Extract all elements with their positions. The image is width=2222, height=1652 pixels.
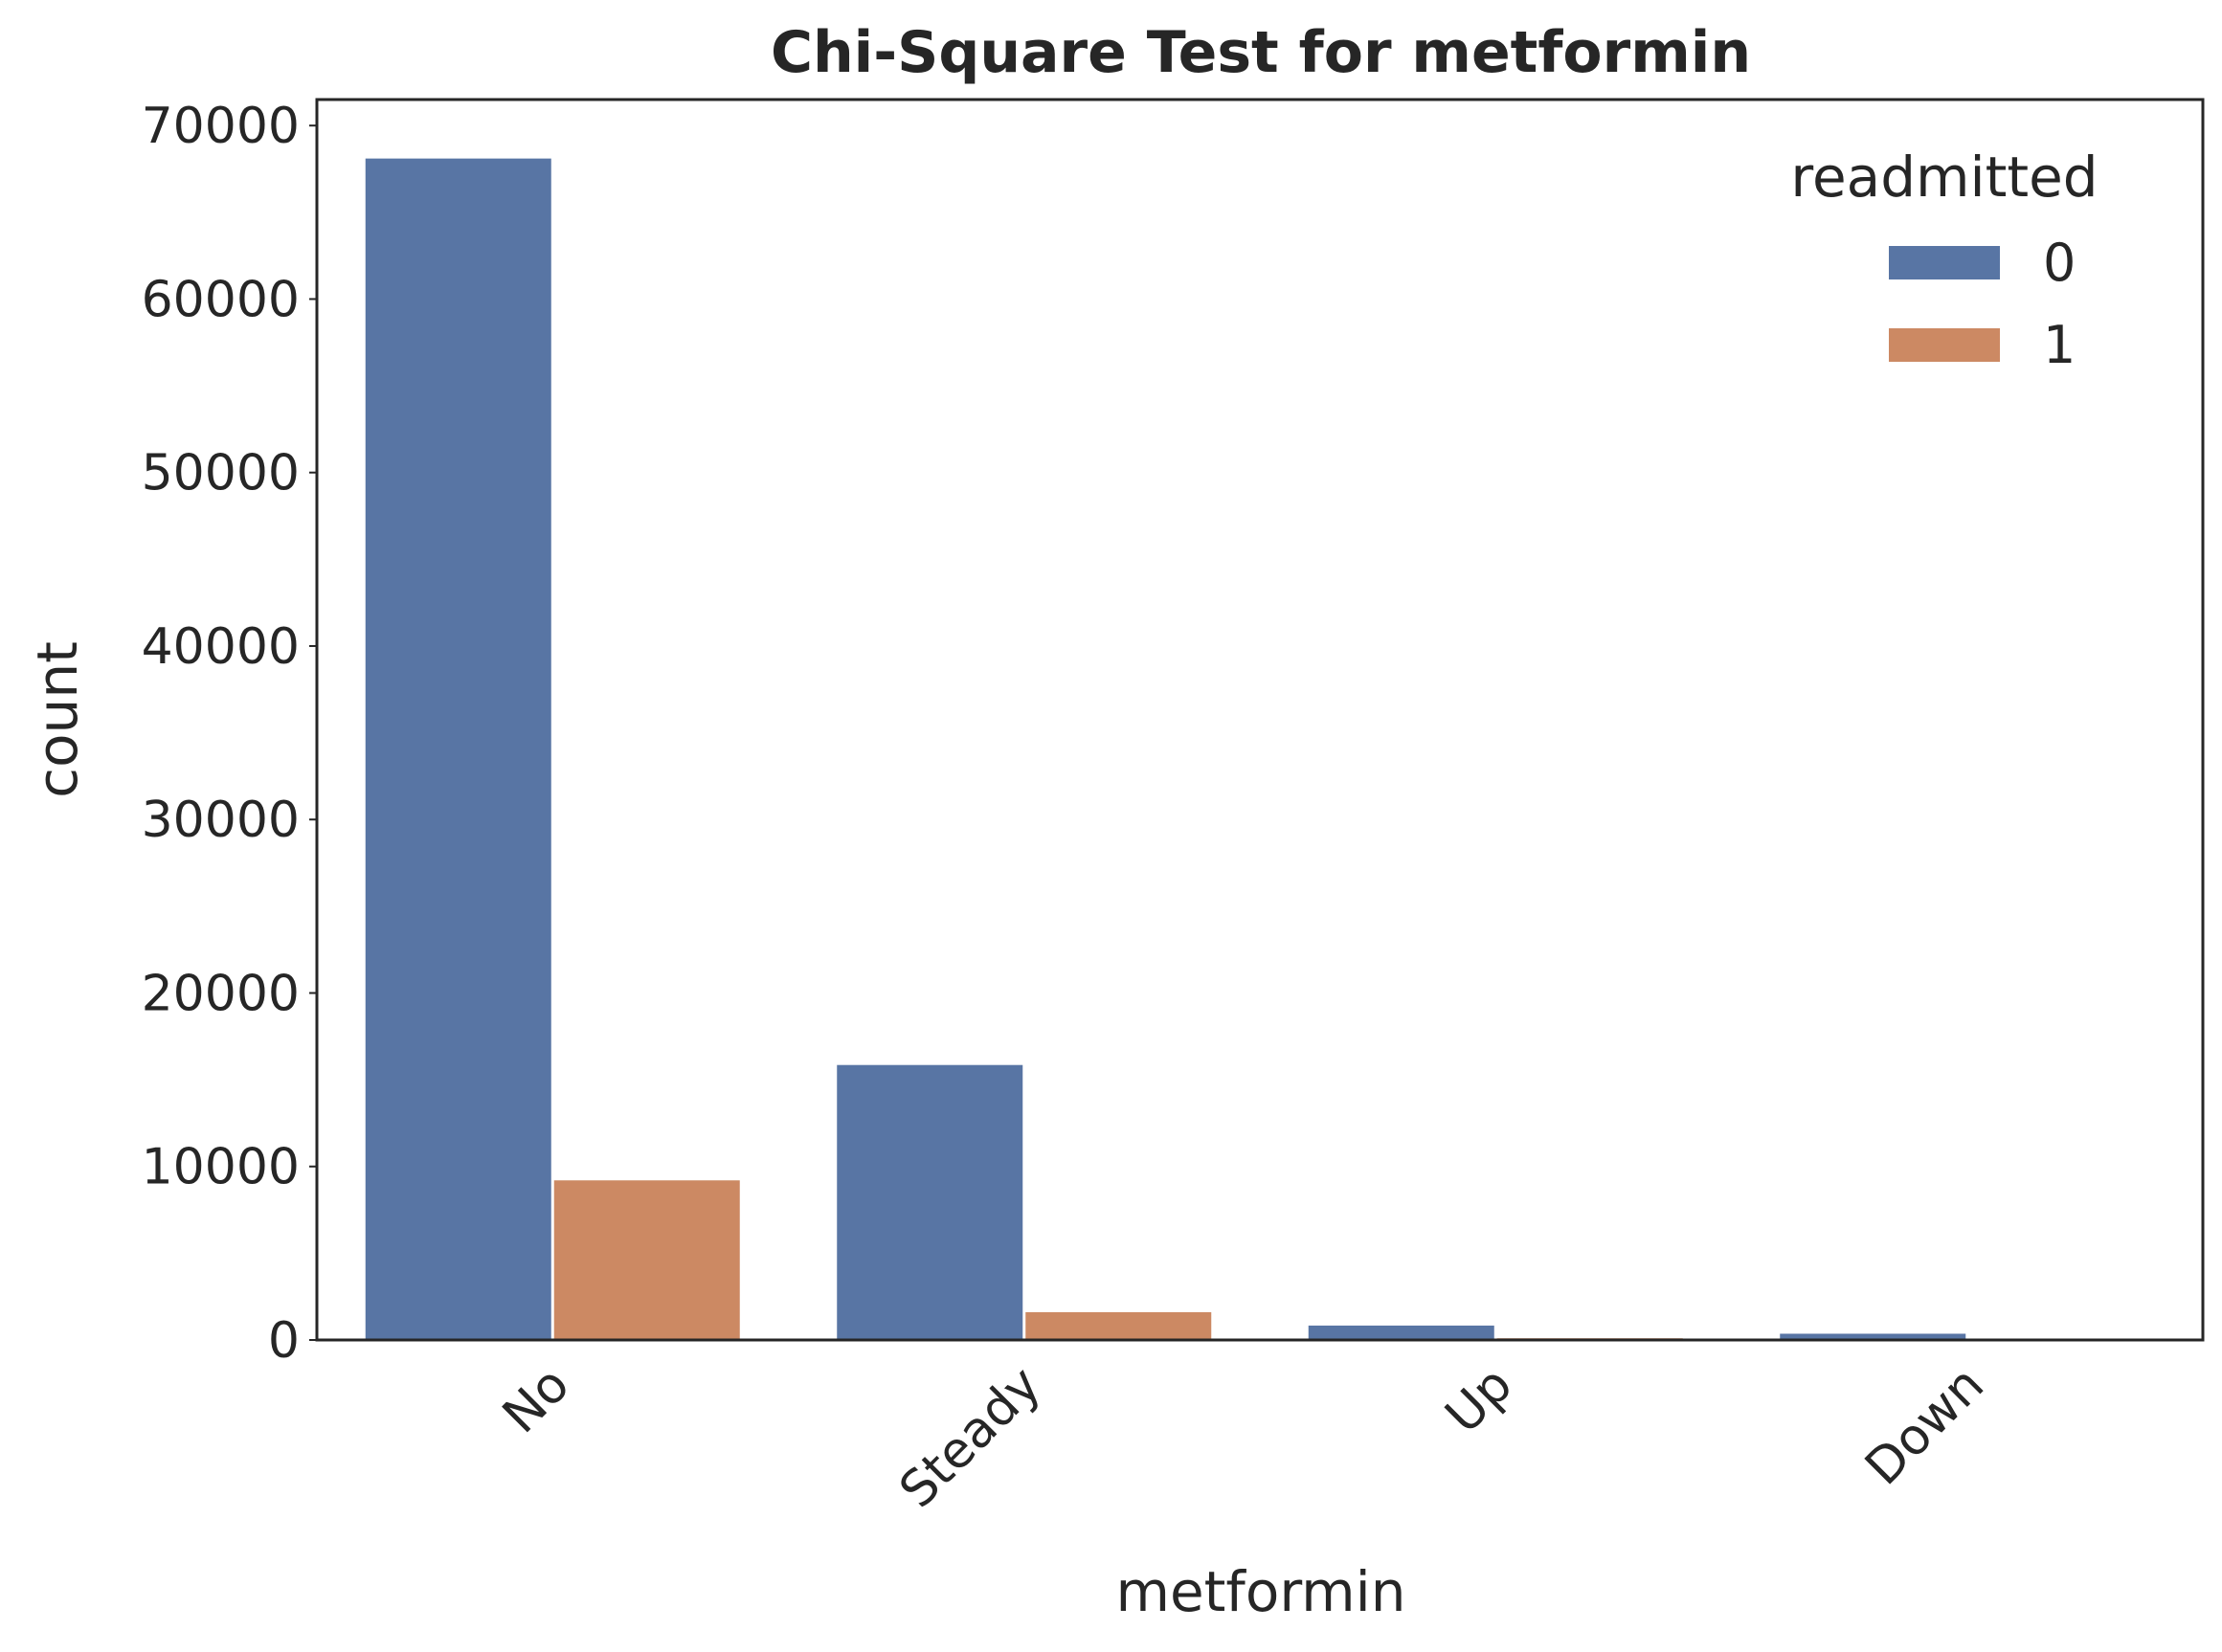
x-axis-ticks: No Steady Up Down: [492, 1356, 1995, 1519]
legend-swatch-0: [1889, 246, 2000, 279]
y-tick-label: 40000: [142, 618, 300, 676]
y-tick-label: 60000: [142, 271, 300, 328]
y-tick-label: 70000: [142, 98, 300, 155]
y-tick-label: 10000: [142, 1139, 300, 1196]
legend-label-1: 1: [2043, 315, 2076, 375]
x-tick-label: Up: [1435, 1356, 1524, 1445]
y-tick-label: 20000: [142, 965, 300, 1022]
bar-down-readmitted-0: [1780, 1333, 1966, 1340]
legend-label-0: 0: [2043, 233, 2076, 293]
y-tick-label: 50000: [142, 445, 300, 502]
y-tick-label: 0: [268, 1312, 300, 1370]
y-axis-label: count: [25, 641, 90, 798]
bar-steady-readmitted-0: [837, 1064, 1023, 1340]
bar-steady-readmitted-1: [1025, 1311, 1212, 1340]
chart-title: Chi-Square Test for metformin: [771, 19, 1751, 86]
x-tick-label: Down: [1854, 1356, 1995, 1497]
bar-no-readmitted-1: [553, 1180, 740, 1340]
bar-up-readmitted-0: [1308, 1325, 1494, 1340]
y-tick-label: 30000: [142, 792, 300, 849]
x-tick-label: No: [492, 1356, 580, 1444]
legend-swatch-1: [1889, 328, 2000, 362]
bar-no-readmitted-0: [365, 158, 551, 1341]
y-axis-ticks: 0 10000 20000 30000 40000 50000 60000 70000: [142, 98, 317, 1370]
x-tick-label: Steady: [888, 1356, 1051, 1519]
legend-title: readmitted: [1790, 145, 2098, 210]
x-axis-label: metformin: [1115, 1559, 1405, 1624]
bars-layer: [365, 158, 2155, 1341]
legend: readmitted 0 1: [1790, 145, 2098, 375]
plot-frame: [315, 98, 2205, 1342]
